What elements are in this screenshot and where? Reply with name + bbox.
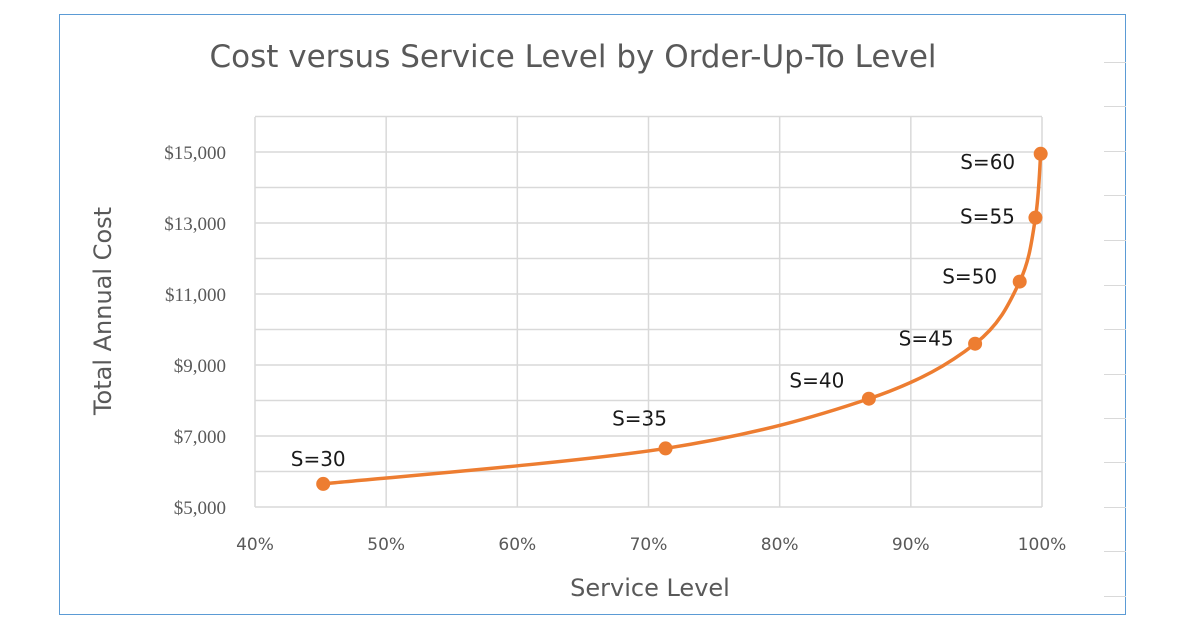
edge-tick: [1104, 551, 1126, 552]
x-tick-label: 50%: [367, 535, 405, 555]
data-label: S=55: [960, 205, 1015, 229]
data-point: [1012, 274, 1027, 289]
edge-tick: [1104, 596, 1126, 597]
data-label: S=60: [960, 150, 1015, 174]
y-tick-label: $7,000: [174, 427, 226, 448]
y-tick-label: $11,000: [165, 285, 226, 306]
x-tick-label: 80%: [761, 535, 799, 555]
y-tick-label: $13,000: [164, 214, 226, 235]
data-point: [316, 476, 331, 491]
data-labels: S=30 S=35 S=40 S=45 S=50 S=55 S=60: [291, 150, 1015, 471]
edge-tick: [1104, 462, 1126, 463]
edge-tick: [1104, 507, 1126, 508]
tick-labels: 40% 50% 60% 70% 80% 90% 100% $5,000 $7,000 $9,000…: [164, 143, 1066, 555]
data-point: [968, 336, 983, 351]
series-line: [323, 153, 1043, 486]
data-point: [861, 391, 876, 406]
data-label: S=30: [291, 447, 346, 471]
x-axis-title: Service Level: [570, 574, 730, 602]
data-point: [658, 441, 673, 456]
x-tick-label: 90%: [892, 535, 930, 555]
y-axis-title: Total Annual Cost: [89, 207, 117, 416]
data-label: S=40: [789, 369, 844, 393]
edge-tick: [1104, 195, 1126, 196]
edge-tick: [1104, 418, 1126, 419]
x-tick-label: 60%: [498, 535, 536, 555]
x-tick-label: 70%: [630, 535, 668, 555]
gridlines: [254, 115, 1043, 508]
y-tick-label: $15,000: [164, 143, 226, 164]
y-tick-label: $5,000: [174, 498, 226, 519]
y-tick-label: $9,000: [174, 356, 226, 377]
data-point: [1028, 210, 1043, 225]
edge-tick: [1104, 106, 1126, 107]
data-label: S=45: [899, 327, 954, 351]
x-tick-label: 100%: [1018, 535, 1067, 555]
x-tick-label: 40%: [236, 535, 274, 555]
chart-edge-ticks: [1104, 14, 1126, 615]
edge-tick: [1104, 285, 1126, 286]
edge-tick: [1104, 240, 1126, 241]
edge-tick: [1104, 374, 1126, 375]
data-points: [316, 146, 1048, 491]
edge-tick: [1104, 151, 1126, 152]
chart-frame: [59, 14, 1126, 615]
data-label: S=35: [612, 406, 667, 430]
chart-title: Cost versus Service Level by Order-Up-To…: [209, 39, 936, 75]
data-label: S=50: [942, 265, 997, 289]
edge-tick: [1104, 329, 1126, 330]
edge-tick: [1104, 62, 1126, 63]
data-point: [1033, 146, 1048, 161]
